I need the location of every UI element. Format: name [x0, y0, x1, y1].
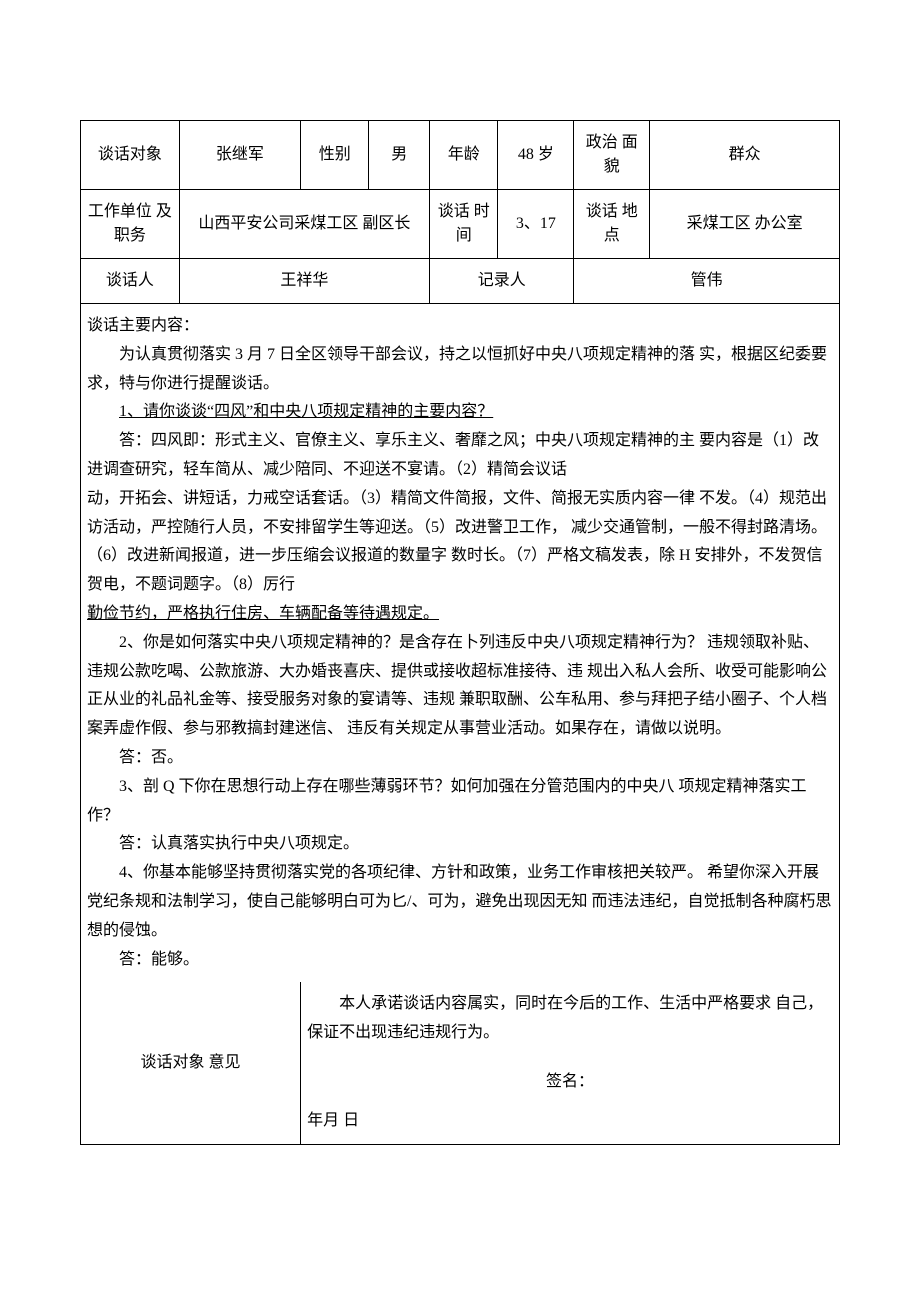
content-intro: 为认真贯彻落实 3 月 7 日全区领导干部会议，持之以恒抓好中央八项规定精神的落… [87, 341, 833, 399]
answer-1b: 动，开拓会、讲短话，力戒空话套话。（3）精简文件简报，文件、简报无实质内容一律 … [87, 485, 833, 600]
content-title: 谈话主要内容： [87, 312, 833, 341]
interviewer-value: 王祥华 [179, 259, 429, 304]
answer-3: 答：认真落实执行中央八项规定。 [87, 830, 833, 859]
question-4: 4、你基本能够坚持贯彻落实党的各项纪律、方针和政策，业务工作审核把关较严。 希望… [87, 859, 833, 945]
opinion-text: 本人承诺谈话内容属实，同时在今后的工作、生活中严格要求 自己，保证不出现违纪违规… [307, 990, 833, 1048]
question-3: 3、剖 Q 下你在思想行动上存在哪些薄弱环节？如何加强在分管范围内的中央八 项规… [87, 773, 833, 831]
age-value: 48 岁 [498, 121, 574, 190]
gender-label: 性别 [301, 121, 369, 190]
question-2: 2、你是如何落实中央八项规定精神的？是含存在卜列违反中央八项规定精神行为？ 违规… [87, 629, 833, 744]
place-label: 谈话 地点 [574, 190, 650, 259]
date-line: 年月 日 [307, 1107, 833, 1136]
political-value: 群众 [650, 121, 840, 190]
recorder-label: 记录人 [430, 259, 574, 304]
opinion-content: 本人承诺谈话内容属实，同时在今后的工作、生活中严格要求 自己，保证不出现违纪违规… [301, 982, 840, 1144]
answer-2: 答：否。 [87, 744, 833, 773]
signature-line: 签名： [307, 1068, 833, 1097]
unit-value: 山西平安公司采煤工区 副区长 [179, 190, 429, 259]
opinion-label: 谈话对象 意见 [81, 982, 301, 1144]
time-label: 谈话 时间 [430, 190, 498, 259]
political-label: 政治 面貌 [574, 121, 650, 190]
subject-label: 谈话对象 [81, 121, 180, 190]
gender-value: 男 [369, 121, 430, 190]
subject-name: 张继军 [179, 121, 300, 190]
time-value: 3、17 [498, 190, 574, 259]
age-label: 年龄 [430, 121, 498, 190]
recorder-value: 管伟 [574, 259, 840, 304]
unit-label: 工作单位 及职务 [81, 190, 180, 259]
interviewer-label: 谈话人 [81, 259, 180, 304]
content-cell: 谈话主要内容： 为认真贯彻落实 3 月 7 日全区领导干部会议，持之以恒抓好中央… [81, 304, 840, 983]
answer-1c: 勤俭节约，严格执行住房、车辆配备等待遇规定。 [87, 600, 833, 629]
interview-record-table: 谈话对象 张继军 性别 男 年龄 48 岁 政治 面貌 群众 工作单位 及职务 … [80, 120, 840, 1145]
place-value: 采煤工区 办公室 [650, 190, 840, 259]
answer-1a: 答：四风即：形式主义、官僚主义、享乐主义、奢靡之风；中央八项规定精神的主 要内容… [87, 427, 833, 485]
question-1: 1、请你谈谈“四风”和中央八项规定精神的主要内容？ [87, 398, 833, 427]
answer-4: 答：能够。 [87, 946, 833, 975]
